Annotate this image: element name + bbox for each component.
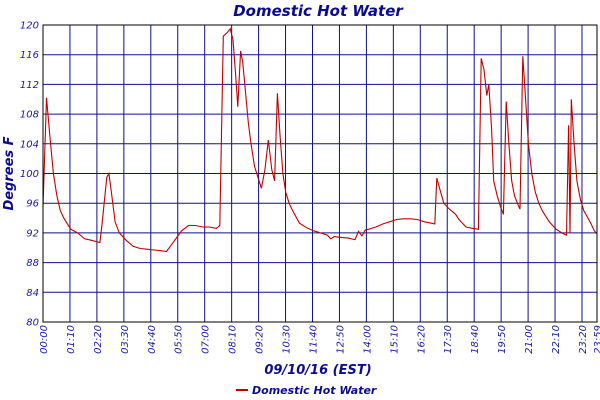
y-tick-label: 104: [20, 139, 39, 150]
x-tick-label: 19:50: [497, 325, 508, 354]
plot-border: [42, 24, 598, 323]
x-tick-label: 23:20: [578, 325, 589, 354]
y-tick-label: 84: [26, 288, 39, 299]
y-tick-label: 116: [20, 50, 39, 61]
x-tick-label: 14:00: [362, 325, 373, 354]
y-tick-label: 96: [26, 199, 39, 210]
legend: Domestic Hot Water: [236, 384, 377, 397]
x-tick-label: 16:20: [416, 325, 427, 354]
legend-label: Domestic Hot Water: [252, 384, 377, 397]
y-tick-label: 80: [26, 318, 39, 329]
x-axis-label: 09/10/16 (EST): [264, 363, 371, 378]
x-tick-label: 22:10: [551, 325, 562, 354]
y-tick-label: 108: [20, 110, 39, 121]
x-tick-label: 09:20: [255, 325, 266, 354]
y-axis-ticks: 80 84 88 92 96 100 104 108 112 116 120: [20, 21, 39, 329]
x-tick-label: 07:00: [201, 325, 212, 354]
x-tick-label: 04:40: [147, 325, 158, 354]
chart-title: Domestic Hot Water: [233, 2, 404, 20]
x-tick-label: 12:50: [335, 325, 346, 354]
x-tick-label: 15:10: [389, 325, 400, 354]
y-tick-label: 120: [20, 21, 39, 32]
y-tick-label: 92: [26, 228, 39, 239]
x-tick-label: 21:00: [524, 325, 535, 354]
x-tick-label: 05:50: [174, 325, 185, 354]
x-tick-label: 10:30: [282, 325, 293, 354]
x-tick-label: 03:30: [120, 325, 131, 354]
x-axis-ticks: 00:00 01:10 02:20 03:30 04:40 05:50 07:00 08:10…: [39, 325, 600, 354]
y-tick-label: 112: [20, 80, 39, 91]
x-tick-label: 00:00: [39, 325, 50, 354]
x-tick-label: 08:10: [228, 325, 239, 354]
x-tick-label: 17:30: [443, 325, 454, 354]
y-tick-label: 100: [20, 169, 39, 180]
series-line-domestic-hot-water: [42, 27, 598, 253]
x-tick-label: 11:40: [308, 325, 319, 354]
x-tick-label: 23:59: [593, 325, 600, 354]
y-tick-label: 88: [26, 258, 39, 269]
x-tick-label: 01:10: [66, 325, 77, 354]
x-tick-label: 18:40: [470, 325, 481, 354]
y-axis-label: Degrees F: [2, 136, 17, 210]
x-tick-label: 02:20: [93, 325, 104, 354]
